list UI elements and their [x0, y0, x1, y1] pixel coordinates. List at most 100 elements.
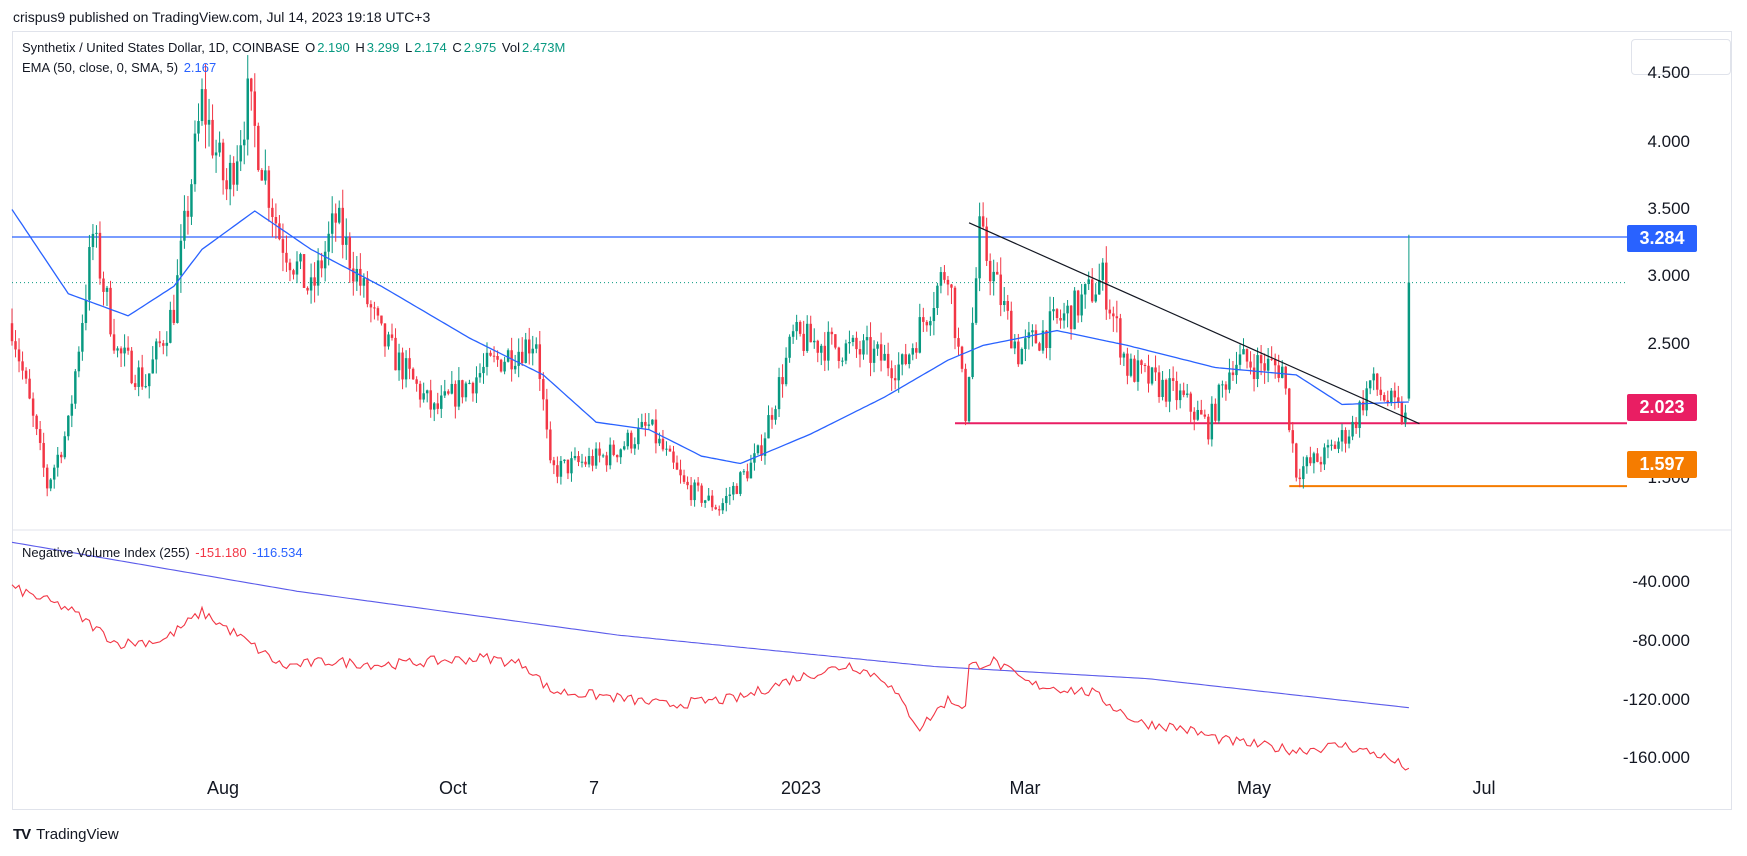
candle-body — [440, 395, 443, 409]
candle-body — [1140, 360, 1143, 366]
candle-body — [1231, 372, 1235, 376]
candle-body — [306, 287, 309, 291]
candle-body — [14, 341, 17, 350]
candle-body — [1407, 282, 1411, 399]
candle-body — [355, 268, 359, 282]
candle-body — [805, 323, 809, 351]
candle-body — [710, 495, 714, 508]
candle-body — [482, 366, 485, 374]
candle-body — [327, 233, 330, 252]
candle-body — [246, 78, 249, 140]
candle-body — [45, 467, 49, 489]
candle-body — [1309, 457, 1312, 464]
candle-body — [369, 304, 373, 308]
candle-body — [77, 351, 81, 372]
candle-body — [151, 359, 154, 374]
candle-body — [376, 308, 380, 316]
candle-body — [1333, 444, 1337, 449]
candle-body — [721, 503, 724, 511]
candle-body — [447, 391, 450, 394]
candle-body — [74, 371, 77, 404]
candle-body — [52, 467, 56, 480]
main-legend[interactable]: Synthetix / United States Dollar, 1D, CO… — [22, 40, 567, 55]
candle-body — [334, 213, 337, 223]
x-axis-tick: 7 — [588, 778, 599, 798]
candle-body — [577, 455, 580, 463]
candle-body — [1076, 290, 1080, 316]
tradingview-brand[interactable]: TV TradingView — [13, 826, 119, 843]
candle-body — [478, 373, 482, 378]
published-header: crispus9 published on TradingView.com, J… — [13, 9, 431, 25]
candle-body — [598, 448, 601, 456]
candle-body — [165, 342, 169, 346]
candle-body — [788, 336, 791, 358]
top-right-box[interactable] — [1631, 39, 1731, 75]
candle-body — [1386, 400, 1390, 403]
candle-body — [137, 367, 140, 387]
nvi-line — [11, 584, 1410, 771]
candle-body — [1154, 367, 1157, 373]
candle-body — [1119, 318, 1122, 358]
candle-body — [1277, 365, 1280, 378]
candle-body — [1351, 421, 1354, 437]
candle-body — [774, 409, 777, 420]
candle-body — [746, 471, 749, 479]
candle-body — [1157, 372, 1161, 397]
candle-body — [1298, 477, 1302, 480]
candle-body — [172, 309, 176, 323]
candle-body — [443, 391, 447, 396]
candle-body — [732, 485, 735, 495]
candle-body — [566, 459, 570, 474]
candle-body — [422, 393, 425, 400]
candle-body — [401, 352, 404, 380]
candle-body — [418, 383, 422, 400]
candle-body — [292, 270, 295, 275]
candle-body — [654, 419, 658, 444]
candle-body — [366, 278, 369, 305]
candle-body — [274, 217, 278, 224]
candle-body — [1185, 393, 1189, 395]
candle-body — [475, 377, 478, 394]
candle-body — [531, 348, 534, 354]
candle-body — [1319, 461, 1323, 465]
candle-body — [904, 354, 907, 365]
candle-body — [316, 260, 320, 286]
candle-body — [1090, 279, 1094, 302]
candle-body — [1242, 349, 1245, 355]
candle-body — [140, 367, 144, 387]
candle-body — [672, 451, 675, 463]
ema-legend[interactable]: EMA (50, close, 0, SMA, 5) 2.167 — [22, 60, 218, 75]
vol-value: 2.473M — [521, 40, 566, 55]
candle-body — [925, 321, 929, 326]
candle-body — [461, 380, 464, 398]
nvi-legend[interactable]: Negative Volume Index (255) -151.180 -11… — [22, 545, 305, 560]
candle-body — [1379, 389, 1382, 396]
candle-body — [1372, 373, 1375, 381]
candle-body — [735, 485, 739, 494]
candle-body — [552, 460, 556, 466]
candle-body — [67, 415, 70, 437]
candle-body — [538, 344, 542, 380]
candle-body — [1094, 294, 1097, 302]
candle-body — [879, 344, 883, 361]
candle-body — [281, 239, 285, 253]
candle-body — [608, 444, 612, 466]
candle-body — [1010, 310, 1013, 349]
candle-body — [647, 424, 651, 426]
candle-body — [1189, 393, 1192, 412]
candle-body — [911, 348, 914, 355]
candle-body — [123, 347, 126, 354]
candle-body — [147, 373, 151, 387]
candle-body — [802, 333, 805, 351]
candle-body — [1083, 284, 1087, 295]
candle-body — [109, 287, 112, 335]
candle-body — [820, 345, 823, 353]
candle-body — [637, 427, 640, 445]
candle-body — [1340, 430, 1344, 442]
candle-body — [235, 161, 239, 185]
low-value: 2.174 — [414, 40, 447, 55]
candle-body — [844, 343, 848, 361]
candle-body — [749, 462, 753, 479]
candle-body — [1006, 301, 1009, 311]
